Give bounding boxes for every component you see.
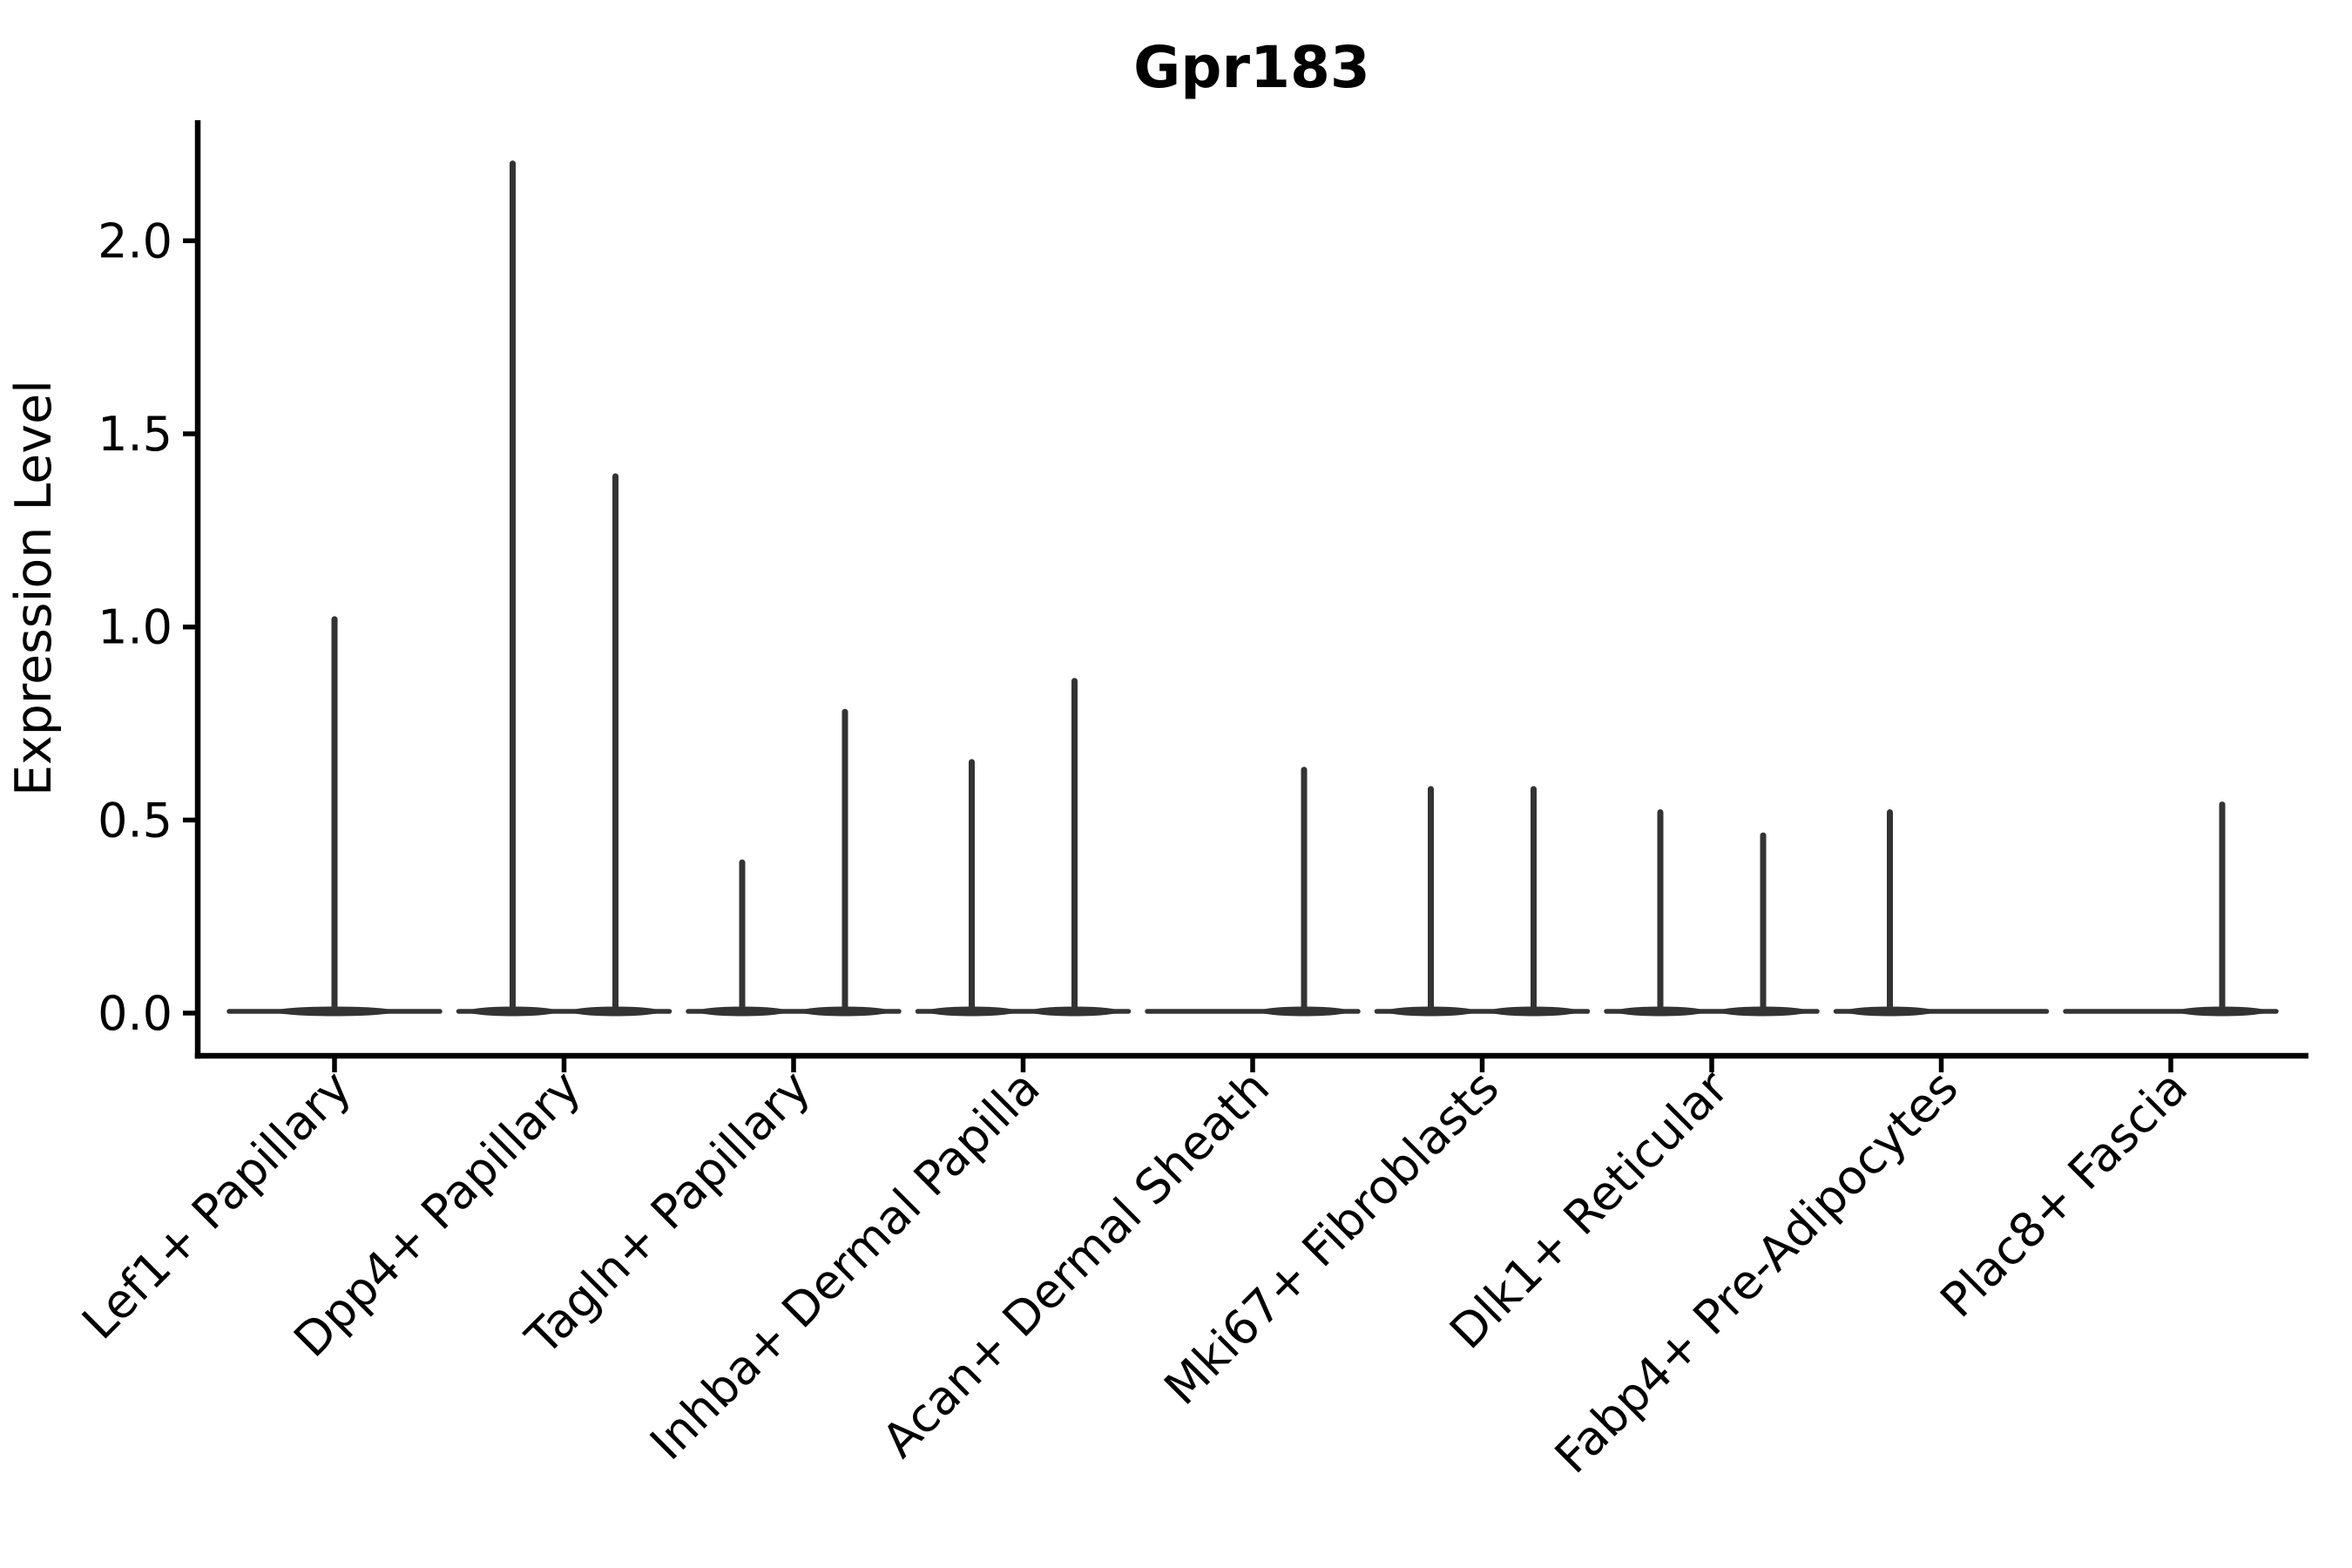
chart-title: Gpr183 [1133,34,1370,101]
y-tick-label: 0.5 [98,793,172,848]
y-tick-label: 1.5 [98,407,172,462]
y-tick-label: 0.0 [98,986,172,1041]
y-tick-label: 2.0 [98,213,172,268]
y-axis-label: Expression Level [5,380,63,796]
y-tick-label: 1.0 [98,600,172,655]
